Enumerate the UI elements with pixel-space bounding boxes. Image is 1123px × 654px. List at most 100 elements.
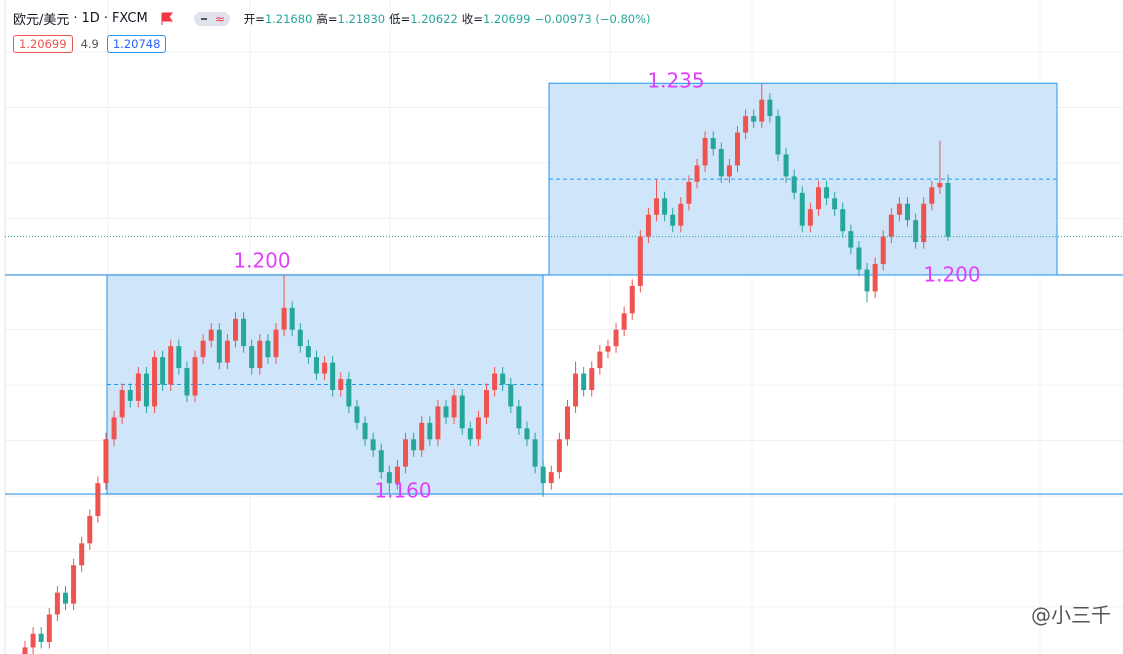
- candle-body: [516, 406, 522, 429]
- candle-body: [241, 318, 247, 347]
- ohlc-label: 高=: [316, 11, 338, 26]
- candle-body: [403, 439, 409, 467]
- candle-body: [322, 362, 328, 374]
- ohlc-values: 开=1.21680 高=1.21830 低=1.20622 收=1.20699 −0.0…: [244, 11, 655, 27]
- candle-body: [257, 340, 263, 369]
- candle-body: [783, 154, 789, 177]
- candle-body: [832, 198, 838, 210]
- candle-body: [937, 182, 943, 188]
- candle-body: [386, 472, 392, 484]
- candle-body: [419, 422, 425, 451]
- candle-body: [815, 187, 821, 210]
- candle-body: [629, 285, 635, 314]
- spread: 4.9: [80, 37, 99, 51]
- candle-body: [775, 116, 781, 155]
- candle-body: [840, 209, 846, 232]
- candle-body: [313, 357, 319, 374]
- candle-body: [208, 329, 214, 341]
- candle-body: [848, 231, 854, 248]
- candle-body: [686, 181, 692, 204]
- candle-body: [880, 236, 886, 265]
- candle-body: [289, 307, 295, 330]
- candle-body: [87, 515, 93, 544]
- candle-body: [111, 417, 117, 440]
- interval[interactable]: 1D: [81, 11, 100, 26]
- candle-body: [896, 203, 902, 215]
- candle-body: [864, 269, 870, 292]
- buy-price[interactable]: 1.20748: [106, 35, 167, 53]
- candle-body: [184, 368, 190, 396]
- candle-body: [532, 439, 538, 467]
- candle-body: [370, 439, 376, 451]
- candle-body: [135, 373, 141, 401]
- candle-body: [305, 346, 311, 358]
- candle-body: [38, 633, 44, 642]
- candle-body: [637, 236, 643, 286]
- candle-body: [662, 198, 668, 215]
- candle-body: [726, 165, 732, 177]
- candle-body: [945, 182, 951, 237]
- candle-body: [856, 247, 862, 270]
- symbol[interactable]: 欧元/美元: [13, 13, 70, 28]
- candle-body: [95, 483, 101, 516]
- svg-text:≈: ≈: [215, 12, 225, 26]
- candle-body: [119, 389, 125, 418]
- candle-body: [22, 647, 28, 654]
- level-label: 1.235: [647, 69, 704, 93]
- watermark: @小三千: [1031, 603, 1111, 627]
- candle-body: [613, 329, 619, 347]
- candle-body: [807, 209, 813, 226]
- candle-body: [702, 138, 708, 166]
- sell-price[interactable]: 1.20699: [13, 35, 73, 53]
- candle-body: [168, 346, 174, 385]
- candle-body: [500, 373, 506, 385]
- candle-body: [378, 450, 384, 473]
- candle-body: [233, 318, 239, 341]
- candle-body: [524, 428, 530, 440]
- candle-body: [249, 346, 255, 369]
- ohlc-value: 1.21830: [337, 11, 386, 26]
- candle-body: [79, 543, 85, 566]
- candle-body: [103, 439, 109, 484]
- candle-body: [265, 340, 271, 358]
- toggle-buttons[interactable]: ≈: [193, 11, 230, 27]
- ohlc-label: 开=: [243, 11, 265, 26]
- candle-body: [605, 346, 611, 352]
- candle-body: [670, 214, 676, 226]
- candle-body: [394, 466, 400, 484]
- candle-body: [362, 422, 368, 440]
- candle-body: [467, 428, 473, 440]
- candle-body: [297, 329, 303, 347]
- candle-body: [913, 220, 919, 243]
- candle-body: [929, 187, 935, 204]
- candle-body: [281, 307, 287, 330]
- candle-body: [354, 406, 360, 423]
- candle-body: [645, 214, 651, 237]
- candle-body: [743, 116, 749, 133]
- candle-body: [143, 373, 149, 407]
- candle-body: [718, 148, 724, 177]
- candle-body: [62, 592, 68, 604]
- candle-body: [435, 406, 441, 440]
- candle-body: [484, 389, 489, 418]
- candle-body: [581, 373, 587, 390]
- candle-body: [459, 395, 465, 429]
- ohlc-label: 低=: [389, 11, 411, 26]
- candle-body: [273, 329, 279, 358]
- candle-body: [872, 264, 878, 292]
- candle-body: [888, 214, 894, 237]
- candle-body: [200, 340, 206, 358]
- candle-body: [492, 373, 498, 390]
- candle-body: [411, 439, 417, 451]
- candle-body: [759, 99, 765, 122]
- candle-body: [224, 340, 230, 363]
- flag-icon[interactable]: [160, 12, 174, 26]
- candle-body: [921, 203, 927, 243]
- candle-body: [573, 373, 579, 407]
- candle-body: [621, 313, 627, 330]
- candle-body: [734, 132, 740, 166]
- candle-body: [791, 176, 797, 193]
- ohlc-value: 1.20622: [410, 11, 458, 26]
- level-label: 1.200: [233, 249, 290, 273]
